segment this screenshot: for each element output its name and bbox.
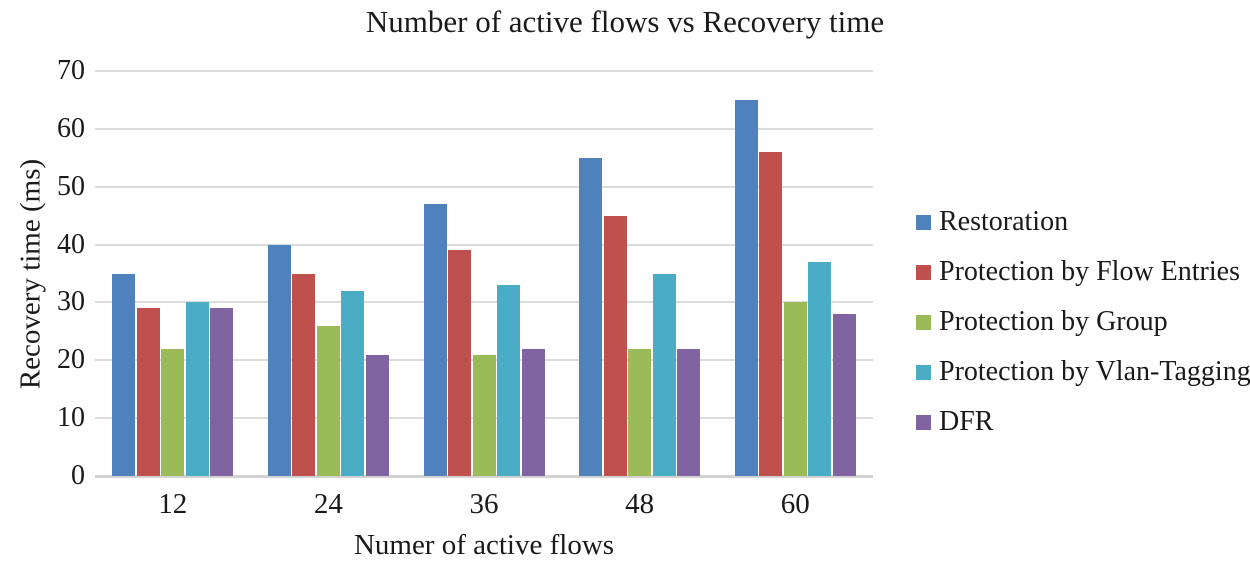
chart-legend: Restoration Protection by Flow Entries Pro… — [916, 197, 1250, 447]
plot-area — [95, 70, 873, 478]
gridline — [95, 185, 873, 188]
bar — [448, 250, 471, 476]
bar — [136, 308, 160, 476]
legend-item: Protection by Vlan-Tagging — [916, 347, 1250, 397]
x-tick-label: 48 — [625, 488, 655, 520]
legend-label: Protection by Vlan-Tagging — [939, 356, 1250, 387]
x-tick-label: 36 — [469, 488, 499, 520]
x-axis-baseline — [95, 475, 873, 478]
gridline — [95, 301, 873, 304]
legend-swatch-icon — [916, 414, 931, 430]
x-tick-label: 60 — [780, 488, 810, 520]
chart-title: Number of active flows vs Recovery time — [365, 4, 885, 39]
legend-swatch-icon — [916, 364, 931, 380]
legend-swatch-icon — [916, 264, 931, 280]
bar — [210, 308, 234, 476]
legend-item: Protection by Group — [916, 297, 1250, 347]
bar — [112, 273, 136, 476]
bar — [365, 354, 389, 476]
bar — [652, 273, 676, 476]
bar — [808, 261, 832, 476]
bar — [497, 285, 520, 476]
x-tick-label: 24 — [313, 488, 343, 520]
legend-item: DFR — [916, 397, 1250, 447]
x-tick-label: 12 — [158, 488, 188, 520]
bar — [832, 314, 856, 476]
bar — [316, 325, 340, 476]
y-axis-title: Recovery time (ms) — [14, 158, 47, 390]
x-axis-title: Numer of active flows — [353, 529, 615, 561]
bar — [759, 152, 783, 476]
bar — [783, 302, 807, 476]
legend-item: Protection by Flow Entries — [916, 247, 1250, 297]
bar — [521, 348, 545, 476]
bar — [734, 99, 758, 476]
legend-item: Restoration — [916, 197, 1250, 247]
bar — [341, 290, 365, 476]
bar — [161, 348, 185, 476]
gridline — [95, 243, 873, 246]
bar — [185, 302, 209, 476]
bar — [677, 348, 701, 476]
legend-label: Protection by Group — [939, 306, 1168, 337]
bar — [603, 215, 627, 476]
gridline — [95, 70, 873, 72]
bar — [292, 273, 316, 476]
bar — [267, 244, 291, 476]
legend-swatch-icon — [916, 314, 931, 330]
bar — [423, 204, 447, 476]
legend-label: Protection by Flow Entries — [939, 256, 1240, 287]
legend-label: DFR — [939, 406, 994, 437]
bar — [472, 354, 496, 476]
gridline — [95, 127, 873, 130]
bar — [579, 157, 603, 476]
legend-label: Restoration — [939, 206, 1069, 237]
bar — [628, 348, 652, 476]
legend-swatch-icon — [916, 214, 931, 230]
